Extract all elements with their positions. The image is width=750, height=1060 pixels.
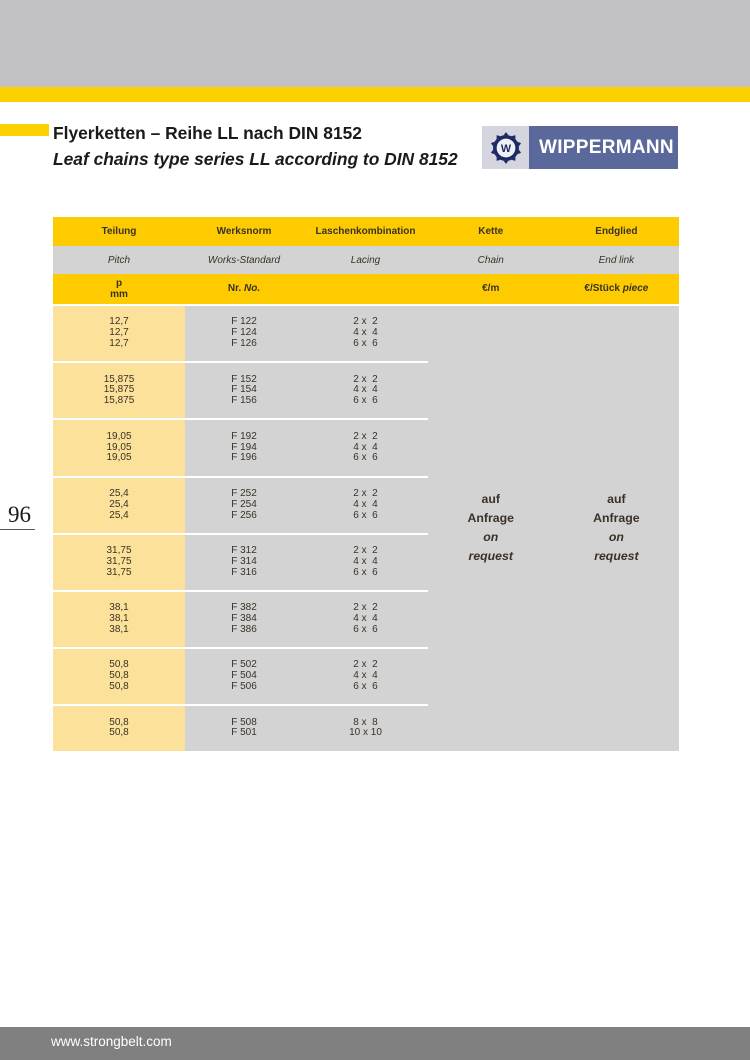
svg-text:W: W (500, 142, 511, 154)
